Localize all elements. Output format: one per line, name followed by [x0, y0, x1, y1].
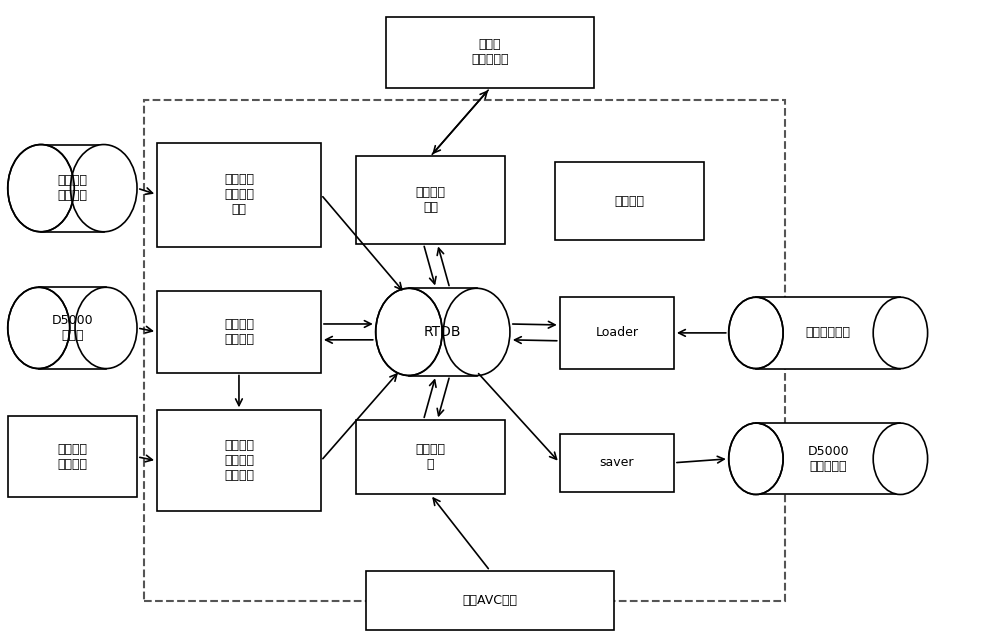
Ellipse shape — [376, 288, 442, 376]
Bar — [41, 144, 104, 232]
Bar — [144, 100, 785, 601]
Text: 与工作站
通信: 与工作站 通信 — [415, 186, 445, 214]
Ellipse shape — [729, 423, 783, 494]
Bar — [366, 571, 614, 630]
Text: saver: saver — [600, 456, 634, 469]
Text: 历史数据
读取模块
测试: 历史数据 读取模块 测试 — [224, 173, 254, 216]
Ellipse shape — [75, 287, 137, 369]
Bar — [409, 288, 477, 376]
Bar — [157, 410, 321, 512]
Bar — [560, 297, 674, 369]
Bar — [356, 420, 505, 494]
Text: 厂内AVC子站: 厂内AVC子站 — [463, 594, 518, 607]
Text: 实时数据
读取模块: 实时数据 读取模块 — [224, 318, 254, 346]
Bar — [157, 291, 321, 372]
Text: 工作站
监视客户端: 工作站 监视客户端 — [471, 38, 509, 67]
Bar — [756, 423, 900, 494]
Ellipse shape — [71, 144, 137, 232]
Bar — [356, 156, 505, 244]
Ellipse shape — [8, 287, 70, 369]
Bar — [8, 416, 137, 497]
Ellipse shape — [873, 423, 928, 494]
Ellipse shape — [8, 144, 74, 232]
Bar — [157, 142, 321, 247]
Text: D5000
实时库: D5000 实时库 — [52, 314, 93, 342]
Text: 跟子站通
信: 跟子站通 信 — [415, 444, 445, 471]
Ellipse shape — [443, 288, 510, 376]
Text: Loader: Loader — [595, 326, 638, 339]
Text: 运行结构
识别目标
电压获取: 运行结构 识别目标 电压获取 — [224, 439, 254, 482]
Text: 台账配置信息: 台账配置信息 — [806, 326, 851, 339]
Text: 地调管理
区历史库: 地调管理 区历史库 — [57, 174, 87, 202]
Bar — [555, 162, 704, 240]
Bar — [386, 17, 594, 88]
Text: 目标电压
算法模块: 目标电压 算法模块 — [57, 443, 87, 470]
Ellipse shape — [873, 297, 928, 369]
Text: D5000
历史数据库: D5000 历史数据库 — [807, 445, 849, 473]
Ellipse shape — [729, 297, 783, 369]
Bar — [39, 287, 106, 369]
Bar — [560, 434, 674, 492]
Text: 主备切换: 主备切换 — [614, 195, 644, 208]
Text: RTDB: RTDB — [424, 325, 462, 339]
Bar — [756, 297, 900, 369]
